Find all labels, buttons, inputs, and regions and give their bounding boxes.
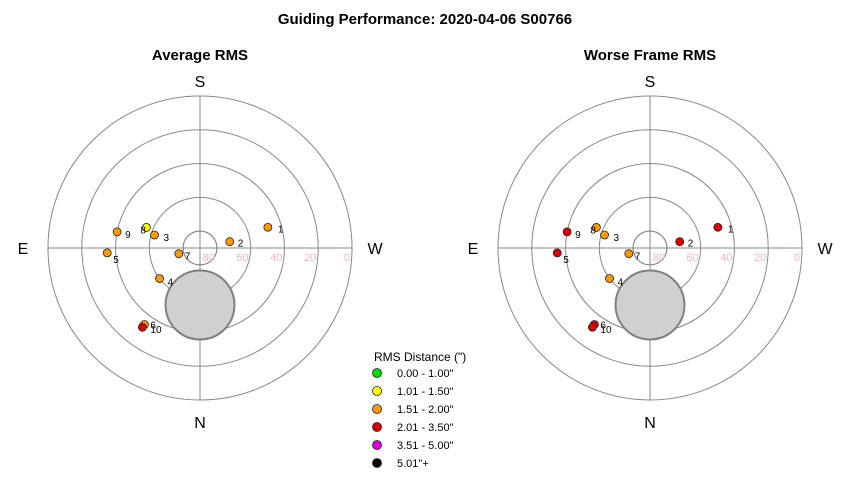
point-2 [675,237,685,247]
ring-label: 80 [203,252,215,264]
ring-label: 0 [344,252,350,264]
point-7 [174,249,184,259]
point-label: 9 [575,230,581,241]
zone-of-avoidance [164,269,236,341]
point-label: 7 [185,252,191,263]
point-1 [263,222,273,232]
ring-label: 20 [304,252,316,264]
ring-label: 60 [686,252,698,264]
legend-label: 1.01 - 1.50" [397,386,454,398]
point-label: 2 [688,239,694,250]
point-label: 4 [168,277,174,288]
rms-legend: RMS Distance (") 0.00 - 1.00" 1.01 - 1.50… [372,350,466,470]
ring-label: 0 [794,252,800,264]
point-9 [562,227,572,237]
legend-label: 2.01 - 3.50" [397,422,454,434]
point-label: 2 [238,239,244,250]
point-label: 7 [635,252,641,263]
point-8 [591,223,601,232]
legend-label: 1.51 - 2.00" [397,404,454,416]
point-label: 6 [150,321,156,332]
legend-label: 0.00 - 1.00" [397,368,454,380]
point-label: 8 [590,225,596,236]
point-label: 1 [278,224,284,235]
legend-swatch [372,404,382,414]
ring-label: 20 [754,252,766,264]
point-4 [155,274,164,283]
point-1 [713,222,723,232]
point-label: 10 [150,325,162,336]
point-label: 3 [164,233,170,244]
point-5 [102,248,112,258]
direction-label-n: N [644,415,656,432]
point-label: 6 [600,321,606,332]
point-label: 8 [140,225,146,236]
legend-swatch [372,368,382,378]
legend-title: RMS Distance (") [374,350,466,364]
direction-label-w: W [817,241,833,258]
worse-frame-rms-panel: Worse Frame RMS S N E W 80 60 40 20 0 1 2 3 89 5 7 4 610 [468,47,834,432]
point-8 [141,223,151,232]
ring-label: 40 [270,252,282,264]
point-9 [112,227,122,237]
direction-label-n: N [194,415,206,432]
point-2 [225,237,235,247]
ring-label: 40 [720,252,732,264]
legend-label: 3.51 - 5.00" [397,440,454,452]
direction-label-s: S [645,74,656,91]
legend-label: 5.01"+ [397,458,429,470]
point-4 [605,274,614,283]
legend-swatch [372,386,382,396]
point-label: 4 [618,277,624,288]
point-label: 3 [614,233,620,244]
point-10 [588,322,597,332]
panel-title: Worse Frame RMS [584,47,716,64]
direction-label-e: E [468,241,479,258]
point-3 [150,230,159,240]
point-label: 5 [113,255,119,266]
zone-of-avoidance [614,269,686,341]
point-label: 10 [600,325,612,336]
point-10 [138,322,147,332]
ring-label: 60 [236,252,248,264]
direction-label-e: E [18,241,29,258]
ring-label: 80 [653,252,665,264]
legend-swatch [372,458,382,468]
panel-title: Average RMS [152,47,248,64]
legend-swatch [372,422,382,432]
point-7 [624,249,634,259]
direction-label-s: S [195,74,206,91]
point-label: 9 [125,230,131,241]
average-rms-panel: Average RMS S N E W 80 60 40 20 0 1 2 3 89 5 7 4 610 [18,47,384,432]
point-label: 1 [728,224,734,235]
point-5 [552,248,562,258]
point-3 [600,230,609,240]
point-label: 5 [563,255,569,266]
legend-swatch [372,440,382,450]
direction-label-w: W [367,241,383,258]
figure-title: Guiding Performance: 2020-04-06 S00766 [278,11,572,28]
